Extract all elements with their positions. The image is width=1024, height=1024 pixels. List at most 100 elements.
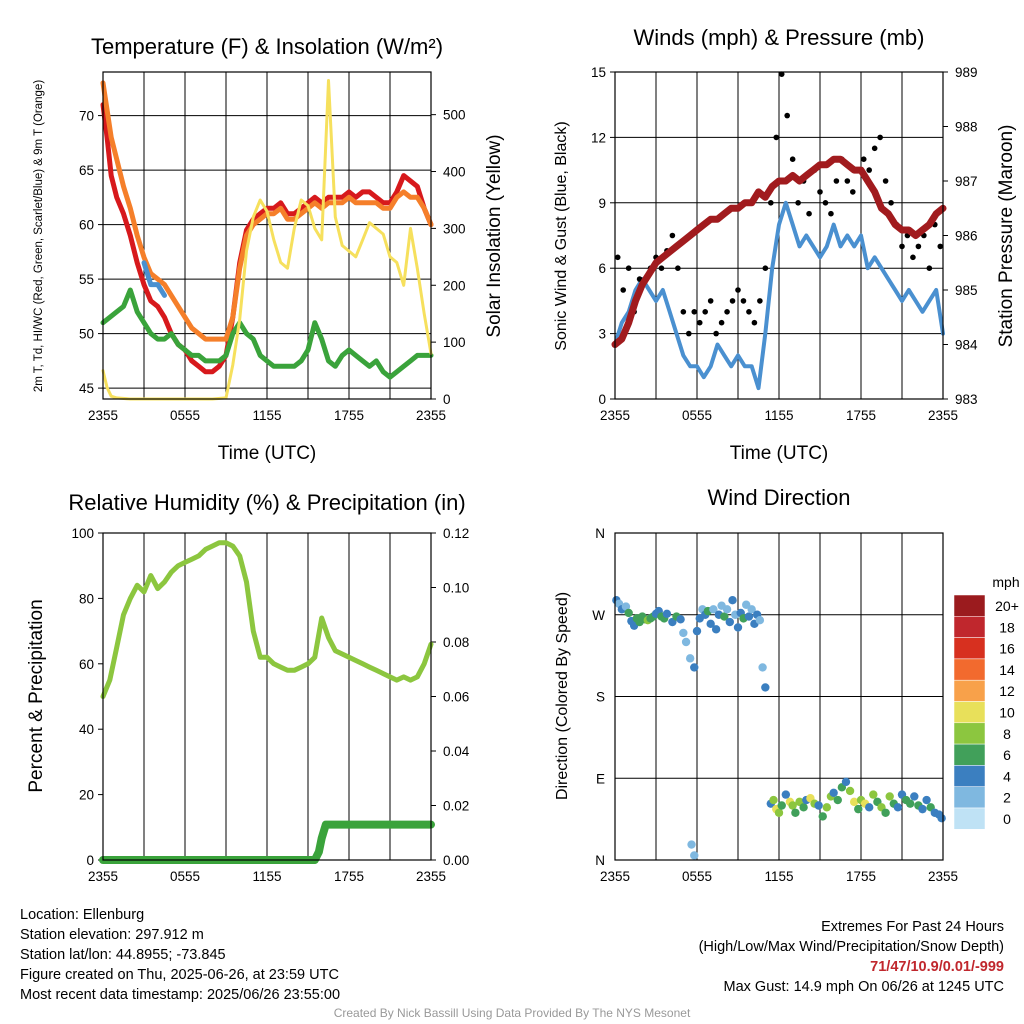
gust-point [670, 233, 676, 239]
direction-point [937, 814, 945, 822]
colorbar-swatch [954, 680, 985, 701]
x-tick-label: 0555 [170, 408, 200, 423]
gust-point [795, 200, 801, 206]
direction-point [624, 609, 632, 617]
y-right-tick-label: 0.08 [443, 635, 469, 650]
direction-point [823, 803, 831, 811]
direction-point [778, 801, 786, 809]
direction-point [745, 612, 753, 620]
x-axis-label: Time (UTC) [730, 443, 829, 464]
direction-point [881, 809, 889, 817]
y-right-tick-label: 988 [955, 120, 978, 135]
y-right-tick-label: 0.12 [443, 526, 469, 541]
y-right-tick-label: 989 [955, 65, 978, 80]
y-tick-label: 60 [79, 218, 94, 233]
direction-point [775, 809, 783, 817]
direction-point [782, 790, 790, 798]
extremes-title: Extremes For Past 24 Hours [699, 917, 1004, 937]
direction-point [679, 629, 687, 637]
colorbar-swatch [954, 595, 985, 616]
y-right-tick-label: 985 [955, 283, 978, 298]
direction-point [756, 616, 764, 624]
gust-point [626, 265, 632, 271]
y-right-tick-label: 0.06 [443, 690, 469, 705]
gust-point [675, 265, 681, 271]
direction-point [761, 683, 769, 691]
y-tick-label: 100 [71, 526, 94, 541]
direction-point [723, 605, 731, 613]
gust-point [659, 265, 665, 271]
extremes-desc: (High/Low/Max Wind/Precipitation/Snow De… [699, 937, 1004, 957]
x-tick-label: 2355 [88, 869, 118, 884]
gust-point [708, 298, 714, 304]
colorbar-swatch [954, 808, 985, 829]
y-axis-label: Percent & Precipitation [26, 599, 47, 792]
direction-point [910, 792, 918, 800]
y-tick-label: W [592, 608, 605, 623]
gust-point [927, 265, 933, 271]
direction-point [728, 596, 736, 604]
gust-point [784, 113, 790, 119]
y-right-tick-label: 987 [955, 174, 978, 189]
colorbar-swatch [954, 616, 985, 637]
gust-point [763, 265, 769, 271]
x-tick-label: 1155 [252, 869, 281, 884]
y-right-tick-label: 0.02 [443, 799, 469, 814]
latlon-text: Station lat/lon: 44.8955; -73.845 [20, 945, 340, 965]
colorbar-label: 12 [999, 683, 1015, 699]
gust-point [681, 309, 687, 315]
y-tick-label: 40 [79, 722, 94, 737]
x-tick-label: 2355 [416, 408, 446, 423]
y-right-tick-label: 983 [955, 392, 978, 407]
panel-3: 2355 0555 1155 1755 2355 Relative Humidity (%… [26, 490, 470, 884]
x-tick-label: 1755 [334, 408, 364, 423]
y-tick-label: N [595, 853, 605, 868]
y-tick-label: 80 [79, 591, 94, 606]
gust-point [823, 200, 829, 206]
y-tick-label: 6 [598, 261, 606, 276]
x-tick-label: 2355 [416, 869, 446, 884]
elevation-text: Station elevation: 297.912 m [20, 925, 340, 945]
y-tick-label: 0 [598, 392, 606, 407]
colorbar-label: 0 [1003, 811, 1011, 827]
gust-point [620, 287, 626, 293]
direction-point [734, 623, 742, 631]
gust-point [845, 178, 851, 184]
gust-point [719, 320, 725, 326]
chart-title: Winds (mph) & Pressure (mb) [634, 25, 925, 50]
direction-point [769, 796, 777, 804]
direction-point [758, 663, 766, 671]
panel-4: 2355 0555 1155 1755 2355Wind DirectionNESWND… [554, 485, 1020, 884]
colorbar-swatch [954, 765, 985, 786]
direction-point [886, 792, 894, 800]
gust-point [702, 309, 708, 315]
colorbar-swatch [954, 702, 985, 723]
gust-point [691, 309, 697, 315]
y-right-tick-label: 0.04 [443, 744, 470, 759]
y-tick-label: 12 [591, 130, 606, 145]
y-tick-label: S [596, 690, 605, 705]
chart-title: Temperature (F) & Insolation (W/m²) [91, 34, 443, 59]
panel-2: 2355 0555 1155 1755 2355Winds (mph) & Pressu… [553, 25, 1017, 464]
x-tick-label: 1755 [846, 408, 876, 423]
gust-point [713, 331, 719, 337]
chart-title: Relative Humidity (%) & Precipitation (i… [68, 490, 465, 515]
station-info: Location: Ellenburg Station elevation: 2… [20, 905, 340, 1005]
x-tick-label: 2355 [600, 869, 630, 884]
y-axis-label: Sonic Wind & Gust (Blue, Black) [553, 121, 570, 350]
created-text: Figure created on Thu, 2025-06-26, at 23… [20, 965, 340, 985]
y-right-tick-label: 500 [443, 108, 466, 123]
y-right-tick-label: 0 [443, 392, 451, 407]
direction-point [906, 799, 914, 807]
y-right-tick-label: 984 [955, 338, 978, 353]
direction-point [791, 809, 799, 817]
direction-point [712, 625, 720, 633]
direction-point [854, 805, 862, 813]
direction-point [894, 803, 902, 811]
colorbar-swatch [954, 638, 985, 659]
y-tick-label: 55 [79, 272, 94, 287]
direction-point [686, 654, 694, 662]
x-tick-label: 1755 [334, 869, 364, 884]
direction-point [676, 615, 684, 623]
colorbar-label: 10 [999, 705, 1015, 721]
